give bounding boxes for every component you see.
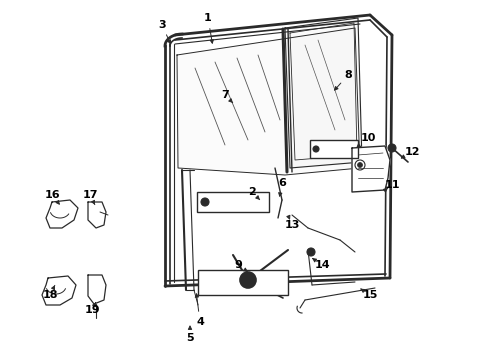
Text: 10: 10 <box>360 133 376 143</box>
Polygon shape <box>88 202 106 228</box>
Text: 19: 19 <box>84 305 100 315</box>
Text: 6: 6 <box>278 178 286 188</box>
Text: 3: 3 <box>158 20 166 30</box>
Circle shape <box>358 162 363 167</box>
Bar <box>197 192 269 212</box>
Text: 11: 11 <box>384 180 400 190</box>
Text: 7: 7 <box>221 90 229 100</box>
Text: 15: 15 <box>362 290 378 300</box>
Text: 4: 4 <box>196 317 204 327</box>
Polygon shape <box>285 18 362 168</box>
Circle shape <box>240 272 256 288</box>
Text: 5: 5 <box>186 333 194 343</box>
Circle shape <box>201 198 209 206</box>
Circle shape <box>203 200 207 204</box>
Polygon shape <box>177 28 360 175</box>
Text: 9: 9 <box>234 260 242 270</box>
Circle shape <box>313 146 319 152</box>
Circle shape <box>388 144 396 152</box>
Polygon shape <box>42 276 76 305</box>
Text: 8: 8 <box>344 70 352 80</box>
Text: 2: 2 <box>248 187 256 197</box>
Circle shape <box>307 248 315 256</box>
Text: 14: 14 <box>314 260 330 270</box>
Polygon shape <box>352 146 390 192</box>
Text: 16: 16 <box>44 190 60 200</box>
Bar <box>198 270 288 295</box>
Polygon shape <box>88 275 106 304</box>
Text: 18: 18 <box>42 290 58 300</box>
Text: 1: 1 <box>204 13 212 23</box>
Polygon shape <box>46 200 78 228</box>
Text: 17: 17 <box>82 190 98 200</box>
Text: 13: 13 <box>284 220 300 230</box>
Text: 12: 12 <box>404 147 420 157</box>
Circle shape <box>245 277 251 283</box>
Bar <box>310 140 358 158</box>
